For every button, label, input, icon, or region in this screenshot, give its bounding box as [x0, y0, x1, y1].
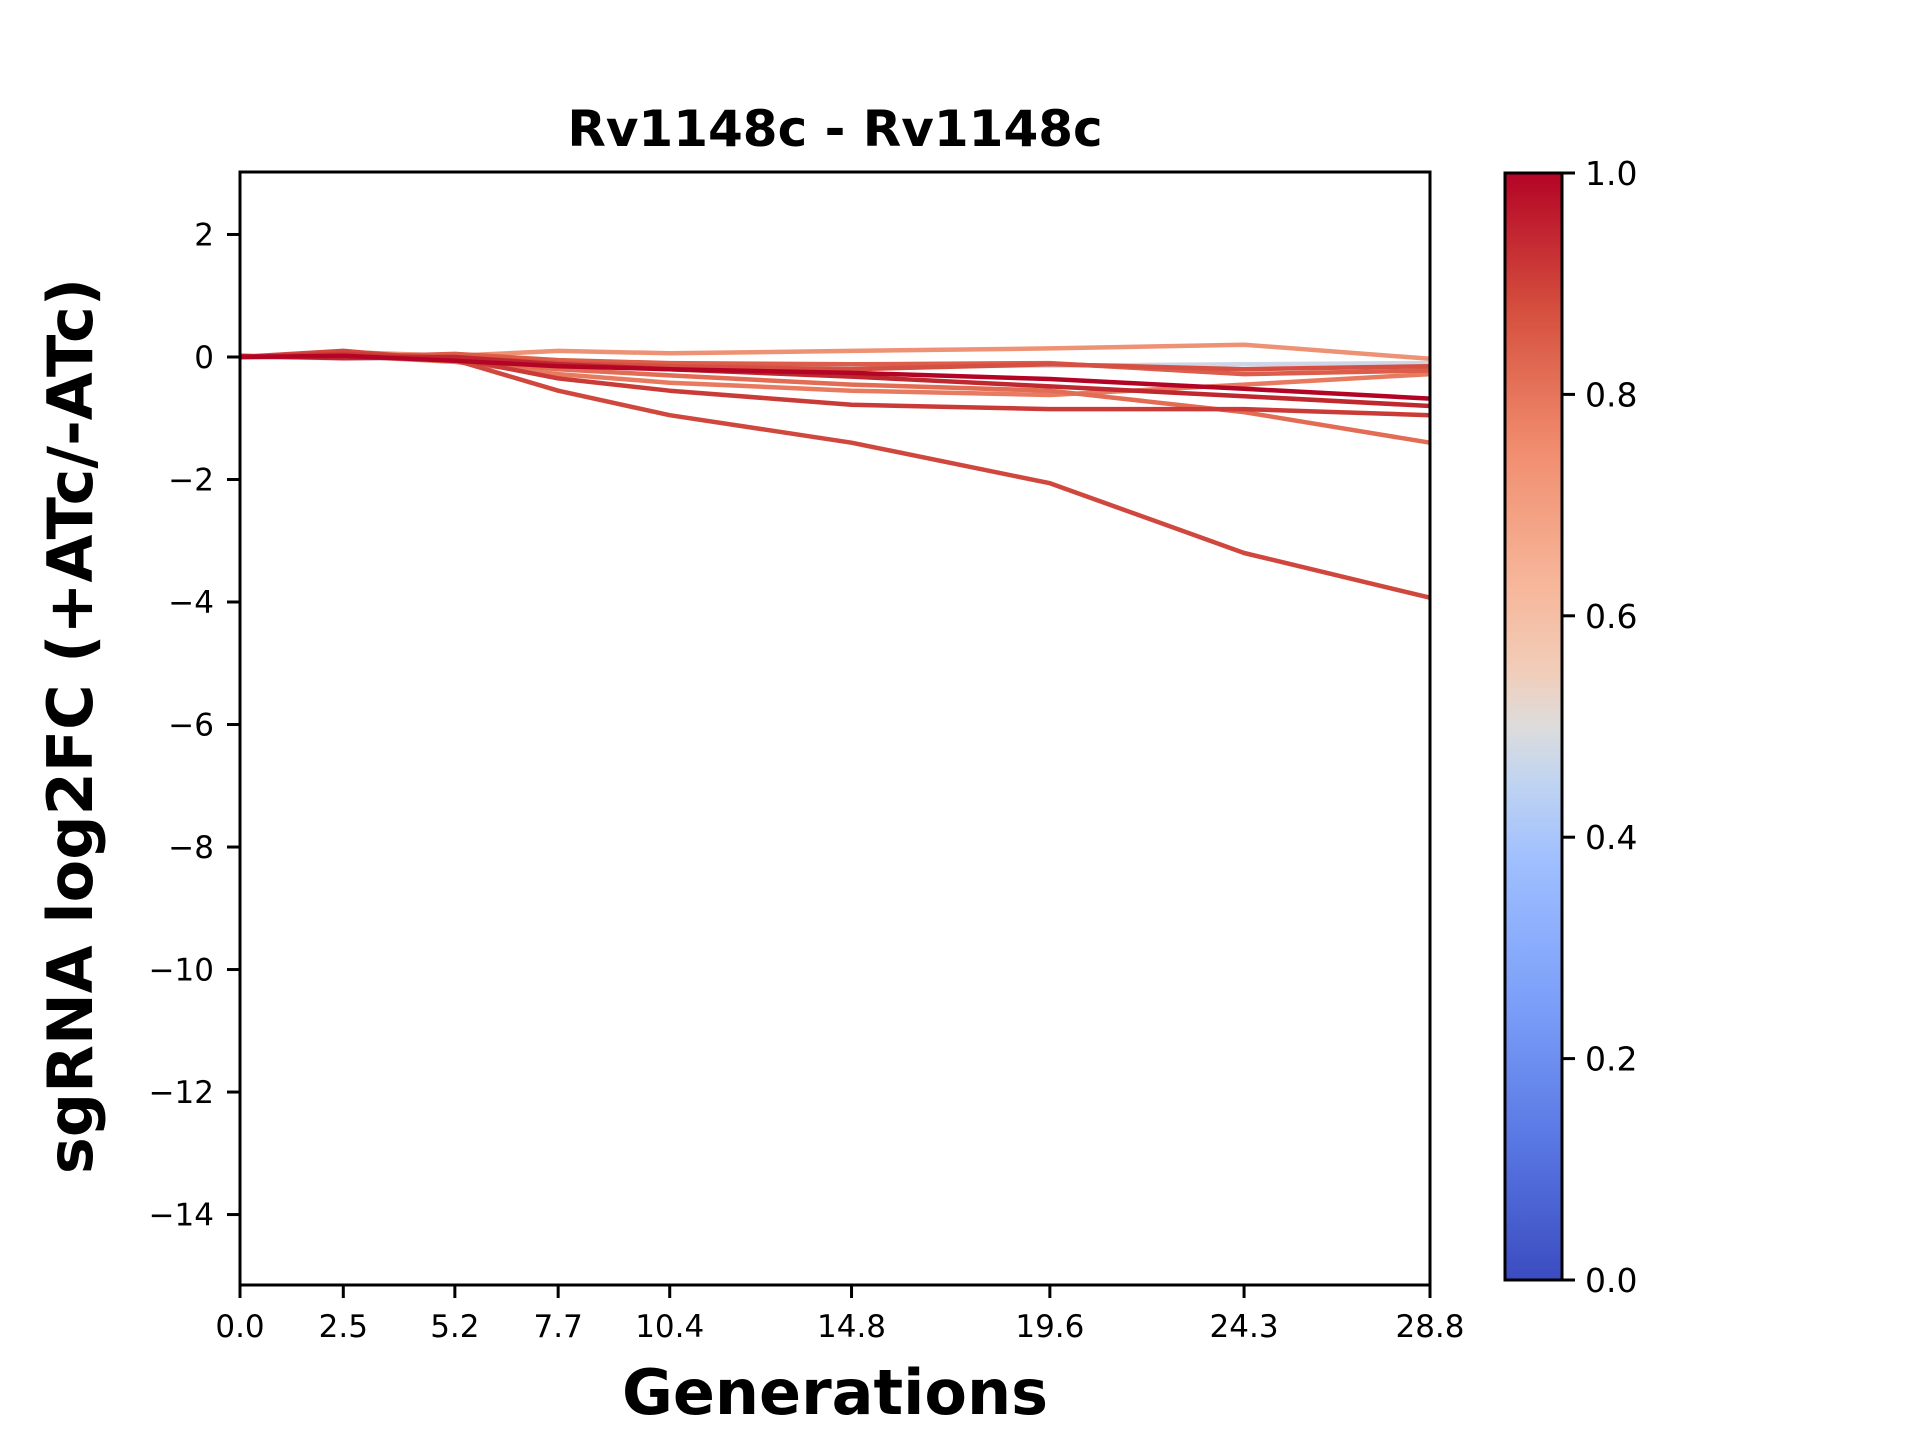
colorbar — [1503, 171, 1564, 1282]
x-tick-label: 2.5 — [319, 1309, 368, 1345]
x-axis-ticks: 0.0 2.5 5.2 7.7 10.4 14.8 19.6 24.3 28.8 — [215, 1285, 1465, 1345]
plot-title: Rv1148c - Rv1148c — [567, 100, 1102, 158]
colorbar-tick-label: 0.6 — [1585, 597, 1637, 636]
colorbar-tick-label: 0.0 — [1585, 1261, 1637, 1300]
series-line-series-2 — [239, 353, 1431, 401]
colorbar-tick-label: 0.2 — [1585, 1040, 1637, 1079]
x-tick-label: 0.0 — [215, 1309, 264, 1345]
y-axis-label: sgRNA log2FC (+ATc/-ATc) — [34, 278, 107, 1174]
x-tick-label: 19.6 — [1015, 1309, 1084, 1345]
colorbar-tick-label: 0.8 — [1585, 375, 1637, 414]
x-tick-label: 14.8 — [817, 1309, 886, 1345]
x-tick-label: 5.2 — [430, 1309, 479, 1345]
y-tick-label: −14 — [149, 1198, 214, 1234]
colorbar-tick-label: 1.0 — [1585, 154, 1637, 193]
colorbar-tick-label: 0.4 — [1585, 818, 1637, 857]
colorbar-ticks: 1.0 0.8 0.6 0.4 0.2 0.0 — [1562, 154, 1637, 1300]
plot-border — [238, 170, 1432, 1287]
series-lines — [239, 342, 1431, 600]
y-tick-label: −8 — [168, 830, 214, 866]
y-tick-label: −2 — [168, 462, 214, 498]
x-tick-label: 10.4 — [635, 1309, 704, 1345]
y-axis-ticks: 2 0 −2 −4 −6 −8 −10 −12 −14 — [149, 217, 240, 1234]
x-axis-label: Generations — [622, 1356, 1048, 1429]
y-tick-label: −4 — [168, 585, 214, 621]
y-tick-label: −12 — [149, 1075, 214, 1111]
y-tick-label: 0 — [194, 340, 214, 376]
x-tick-label: 7.7 — [534, 1309, 583, 1345]
y-tick-label: −10 — [149, 953, 214, 989]
y-tick-label: 2 — [194, 217, 214, 253]
x-tick-label: 24.3 — [1210, 1309, 1279, 1345]
y-tick-label: −6 — [168, 708, 214, 744]
x-tick-label: 28.8 — [1395, 1309, 1464, 1345]
